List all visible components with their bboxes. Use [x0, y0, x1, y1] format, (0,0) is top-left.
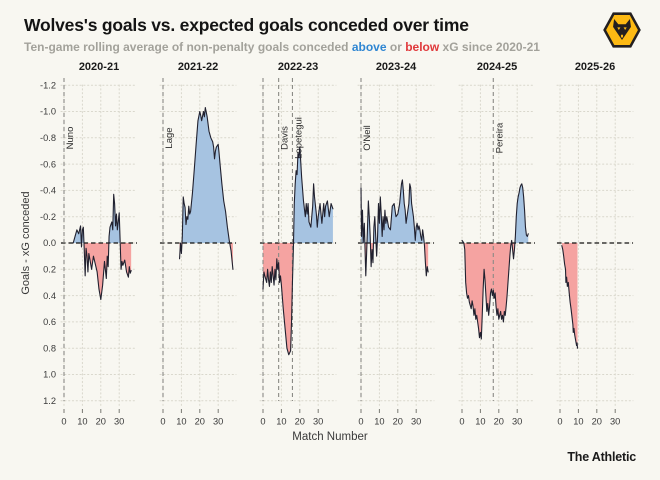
- x-tick-label: 20: [96, 417, 106, 427]
- rolling-average-line: [72, 193, 132, 301]
- x-tick-label: 0: [61, 417, 66, 427]
- manager-label: Lopetegui: [293, 117, 304, 159]
- manager-label: Pereira: [494, 122, 505, 153]
- wolves-crest-icon: [603, 12, 641, 48]
- subtitle-below-word: below: [405, 40, 440, 54]
- y-tick-label: -1.2: [40, 80, 56, 90]
- manager-label: Nuno: [65, 127, 76, 150]
- x-tick-label: 10: [77, 417, 87, 427]
- x-tick-label: 20: [393, 417, 403, 427]
- y-tick-label: 0.2: [43, 265, 56, 275]
- y-tick-label: -0.8: [40, 133, 56, 143]
- subtitle-text-post: xG since 2020-21: [439, 40, 540, 54]
- x-tick-label: 0: [160, 417, 165, 427]
- x-tick-label: 30: [512, 417, 522, 427]
- y-tick-label: -0.6: [40, 159, 56, 169]
- subtitle-text-or: or: [386, 40, 406, 54]
- y-tick-label: 1.0: [43, 370, 56, 380]
- x-tick-label: 0: [260, 417, 265, 427]
- manager-label: Davis: [280, 126, 291, 150]
- x-tick-label: 10: [374, 417, 384, 427]
- x-tick-label: 10: [176, 417, 186, 427]
- area-fill-above: [361, 179, 429, 243]
- y-tick-label: 0.0: [43, 238, 56, 248]
- y-tick-label: 0.8: [43, 343, 56, 353]
- area-fill-above: [179, 107, 233, 243]
- subtitle-above-word: above: [351, 40, 387, 54]
- the-athletic-brand: The Athletic: [567, 450, 636, 464]
- x-axis-label: Match Number: [292, 431, 368, 443]
- area-fill-above: [462, 183, 529, 243]
- manager-label: O'Neil: [362, 125, 373, 151]
- y-tick-label: 0.6: [43, 317, 56, 327]
- rolling-average-line: [561, 245, 579, 349]
- area-fill-above: [73, 194, 132, 243]
- x-tick-label: 30: [411, 417, 421, 427]
- chart-subtitle: Ten-game rolling average of non-penalty …: [24, 40, 540, 54]
- x-tick-label: 30: [610, 417, 620, 427]
- x-tick-label: 0: [459, 417, 464, 427]
- area-fill-below: [462, 243, 529, 339]
- rolling-average-line: [179, 107, 234, 270]
- x-tick-label: 30: [313, 417, 323, 427]
- y-tick-label: 0.4: [43, 291, 56, 301]
- y-tick-label: 1.2: [43, 396, 56, 406]
- rolling-average-line: [461, 183, 529, 340]
- area-fill-above: [263, 147, 333, 243]
- y-tick-label: -0.4: [40, 186, 56, 196]
- rolling-average-line: [262, 146, 334, 356]
- panel-title-season: 2023-24: [376, 61, 417, 73]
- panel-title-season: 2020-21: [79, 61, 119, 73]
- x-tick-label: 10: [475, 417, 485, 427]
- manager-label: Lage: [164, 127, 175, 148]
- x-tick-label: 10: [573, 417, 583, 427]
- y-axis-label: Goals - xG conceded: [20, 191, 32, 295]
- subtitle-text-pre: Ten-game rolling average of non-penalty …: [24, 40, 352, 54]
- x-tick-label: 10: [276, 417, 286, 427]
- x-tick-label: 20: [494, 417, 504, 427]
- panel-title-season: 2022-23: [278, 61, 318, 73]
- panel-title-season: 2025-26: [575, 61, 615, 73]
- area-fill-below: [263, 243, 333, 355]
- x-tick-label: 20: [295, 417, 305, 427]
- y-tick-label: -0.2: [40, 212, 56, 222]
- x-tick-label: 0: [557, 417, 562, 427]
- x-tick-label: 0: [358, 417, 363, 427]
- panel-title-season: 2024-25: [477, 61, 517, 73]
- panel-title-season: 2021-22: [178, 61, 218, 73]
- x-tick-label: 30: [213, 417, 223, 427]
- x-tick-label: 20: [592, 417, 602, 427]
- rolling-average-line: [360, 179, 429, 277]
- y-tick-label: -1.0: [40, 107, 56, 117]
- x-tick-label: 30: [114, 417, 124, 427]
- area-fill-below: [73, 243, 132, 300]
- x-tick-label: 20: [195, 417, 205, 427]
- page-title: Wolves's goals vs. expected goals conced…: [24, 15, 469, 35]
